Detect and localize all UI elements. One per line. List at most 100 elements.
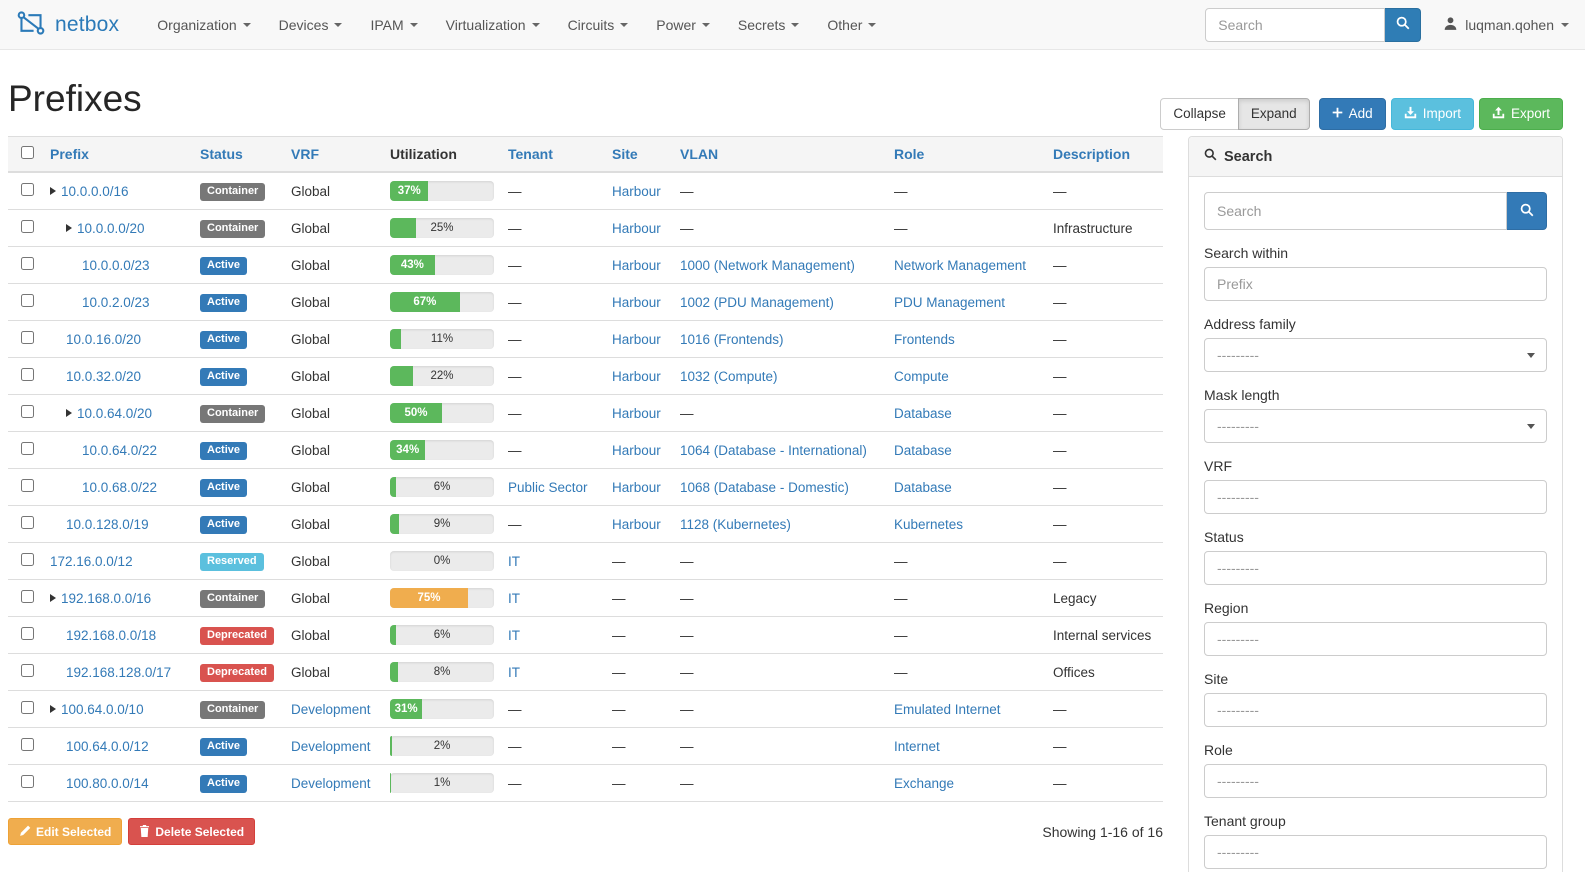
site-link[interactable]: Harbour	[612, 331, 661, 347]
prefix-link[interactable]: 192.168.0.0/18	[66, 627, 157, 643]
delete-selected-button[interactable]: Delete Selected	[128, 818, 256, 845]
filter-select-vrf[interactable]: ---------	[1204, 480, 1547, 514]
tenant-link[interactable]: IT	[508, 664, 520, 680]
tenant-link[interactable]: Public Sector	[508, 479, 588, 495]
prefix-link[interactable]: 10.0.64.0/20	[77, 405, 153, 421]
expand-button[interactable]: Expand	[1237, 98, 1310, 130]
prefix-link[interactable]: 100.80.0.0/14	[66, 775, 149, 791]
edit-selected-button[interactable]: Edit Selected	[8, 818, 123, 845]
site-link[interactable]: Harbour	[612, 257, 661, 273]
filter-select-mask-length[interactable]: ---------	[1204, 409, 1547, 443]
expand-toggle-icon[interactable]	[66, 409, 72, 418]
expand-toggle-icon[interactable]	[50, 705, 56, 714]
row-checkbox[interactable]	[21, 331, 34, 344]
user-menu[interactable]: luqman.qohen	[1443, 16, 1569, 34]
vlan-link[interactable]: 1002 (PDU Management)	[680, 294, 834, 310]
prefix-link[interactable]: 10.0.64.0/22	[82, 442, 158, 458]
vlan-link[interactable]: 1068 (Database - Domestic)	[680, 479, 849, 495]
row-checkbox[interactable]	[21, 257, 34, 270]
row-checkbox[interactable]	[21, 442, 34, 455]
site-link[interactable]: Harbour	[612, 516, 661, 532]
row-checkbox[interactable]	[21, 627, 34, 640]
expand-toggle-icon[interactable]	[66, 224, 72, 233]
prefix-link[interactable]: 10.0.128.0/19	[66, 516, 149, 532]
column-header-role[interactable]: Role	[888, 136, 1047, 173]
role-link[interactable]: Emulated Internet	[894, 701, 1001, 717]
row-checkbox[interactable]	[21, 516, 34, 529]
vrf-link[interactable]: Development	[291, 738, 371, 754]
role-link[interactable]: Internet	[894, 738, 940, 754]
site-link[interactable]: Harbour	[612, 368, 661, 384]
row-checkbox[interactable]	[21, 553, 34, 566]
prefix-link[interactable]: 100.64.0.0/12	[66, 738, 149, 754]
prefix-link[interactable]: 10.0.16.0/20	[66, 331, 142, 347]
prefix-link[interactable]: 192.168.0.0/16	[61, 590, 152, 606]
global-search-button[interactable]	[1385, 7, 1422, 42]
role-link[interactable]: Kubernetes	[894, 516, 964, 532]
row-checkbox[interactable]	[21, 738, 34, 751]
menu-other[interactable]: Other	[813, 0, 890, 49]
tenant-link[interactable]: IT	[508, 590, 520, 606]
column-header-tenant[interactable]: Tenant	[502, 136, 606, 173]
row-checkbox[interactable]	[21, 220, 34, 233]
vlan-link[interactable]: 1128 (Kubernetes)	[680, 516, 791, 532]
prefix-link[interactable]: 192.168.128.0/17	[66, 664, 172, 680]
tenant-link[interactable]: IT	[508, 627, 520, 643]
row-checkbox[interactable]	[21, 590, 34, 603]
column-header-prefix[interactable]: Prefix	[44, 136, 194, 173]
menu-organization[interactable]: Organization	[143, 0, 264, 49]
menu-secrets[interactable]: Secrets	[724, 0, 813, 49]
vlan-link[interactable]: 1064 (Database - International)	[680, 442, 867, 458]
menu-ipam[interactable]: IPAM	[356, 0, 431, 49]
site-link[interactable]: Harbour	[612, 183, 661, 199]
filter-select-tenant-group[interactable]: ---------	[1204, 835, 1547, 869]
role-link[interactable]: Exchange	[894, 775, 955, 791]
site-link[interactable]: Harbour	[612, 220, 661, 236]
filter-input-search-within[interactable]	[1204, 267, 1547, 301]
import-button[interactable]: Import	[1390, 98, 1474, 130]
menu-power[interactable]: Power	[642, 0, 724, 49]
vrf-link[interactable]: Development	[291, 775, 371, 791]
column-header-vrf[interactable]: VRF	[285, 136, 384, 173]
add-button[interactable]: Add	[1318, 98, 1386, 130]
column-header-status[interactable]: Status	[194, 136, 285, 173]
prefix-link[interactable]: 10.0.32.0/20	[66, 368, 142, 384]
site-link[interactable]: Harbour	[612, 294, 661, 310]
collapse-button[interactable]: Collapse	[1160, 98, 1239, 130]
menu-circuits[interactable]: Circuits	[554, 0, 643, 49]
site-link[interactable]: Harbour	[612, 442, 661, 458]
role-link[interactable]: PDU Management	[894, 294, 1006, 310]
filter-select-role[interactable]: ---------	[1204, 764, 1547, 798]
site-link[interactable]: Harbour	[612, 405, 661, 421]
role-link[interactable]: Database	[894, 405, 952, 421]
prefix-link[interactable]: 10.0.2.0/23	[82, 294, 150, 310]
sidebar-search-button[interactable]	[1507, 192, 1547, 230]
prefix-link[interactable]: 10.0.0.0/23	[82, 257, 150, 273]
prefix-link[interactable]: 100.64.0.0/10	[61, 701, 144, 717]
tenant-link[interactable]: IT	[508, 553, 520, 569]
row-checkbox[interactable]	[21, 701, 34, 714]
expand-toggle-icon[interactable]	[50, 187, 56, 196]
row-checkbox[interactable]	[21, 368, 34, 381]
filter-select-status[interactable]: ---------	[1204, 551, 1547, 585]
select-all-checkbox[interactable]	[21, 146, 34, 159]
row-checkbox[interactable]	[21, 775, 34, 788]
prefix-link[interactable]: 10.0.0.0/20	[77, 220, 145, 236]
prefix-link[interactable]: 10.0.68.0/22	[82, 479, 158, 495]
role-link[interactable]: Network Management	[894, 257, 1027, 273]
filter-select-address-family[interactable]: ---------	[1204, 338, 1547, 372]
netbox-brand[interactable]: netbox	[16, 10, 119, 39]
row-checkbox[interactable]	[21, 405, 34, 418]
row-checkbox[interactable]	[21, 664, 34, 677]
site-link[interactable]: Harbour	[612, 479, 661, 495]
role-link[interactable]: Frontends	[894, 331, 955, 347]
row-checkbox[interactable]	[21, 183, 34, 196]
sidebar-search-input[interactable]	[1204, 192, 1507, 230]
filter-select-site[interactable]: ---------	[1204, 693, 1547, 727]
role-link[interactable]: Database	[894, 479, 952, 495]
menu-virtualization[interactable]: Virtualization	[432, 0, 554, 49]
role-link[interactable]: Database	[894, 442, 952, 458]
role-link[interactable]: Compute	[894, 368, 949, 384]
column-header-site[interactable]: Site	[606, 136, 674, 173]
vrf-link[interactable]: Development	[291, 701, 371, 717]
